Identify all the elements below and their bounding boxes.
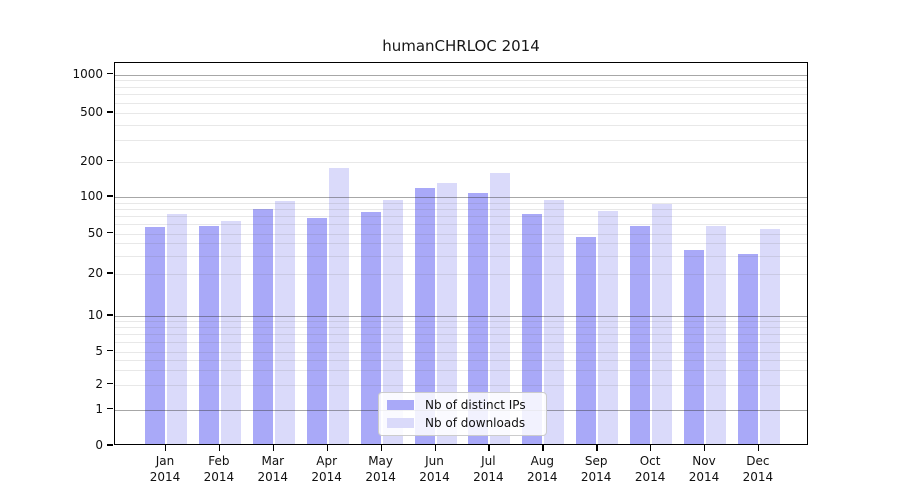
- y-tick: [107, 195, 113, 197]
- x-tick: [434, 445, 436, 451]
- x-tick: [542, 445, 544, 451]
- x-tick: [272, 445, 275, 451]
- y-tick-label-50: 50: [87, 225, 103, 240]
- y-tick-label-20: 20: [87, 266, 103, 280]
- x-tick-label-dec: Dec 2014: [742, 454, 774, 484]
- plot-area: [114, 62, 808, 445]
- x-tick: [380, 445, 382, 451]
- bar-downloads-sep: [598, 210, 619, 444]
- y-tick-label-5: 5: [95, 343, 103, 358]
- gridline-minor: [115, 86, 807, 88]
- y-tick: [107, 349, 113, 352]
- x-tick-label-feb: Feb 2014: [203, 454, 235, 484]
- bar-distinct-ips-oct: [630, 225, 651, 444]
- bar-distinct-ips-apr: [306, 217, 327, 444]
- bar-distinct-ips-nov: [684, 249, 704, 444]
- x-tick: [650, 445, 652, 451]
- bar-downloads-dec: [759, 229, 780, 444]
- bar-distinct-ips-sep: [576, 237, 597, 444]
- chart-title: humanCHRLOC 2014: [382, 37, 540, 55]
- bar-distinct-ips-feb: [198, 225, 219, 444]
- bar-downloads-oct: [652, 203, 673, 444]
- x-tick: [488, 445, 490, 451]
- bar-downloads-apr: [328, 167, 349, 444]
- y-tick-label-0: 0: [95, 438, 103, 452]
- x-tick: [218, 445, 221, 451]
- bar-distinct-ips-dec: [737, 254, 758, 444]
- x-tick: [704, 445, 706, 451]
- x-tick-label-may: May 2014: [365, 454, 396, 484]
- bar-downloads-mar: [274, 200, 295, 444]
- gridline-minor: [115, 102, 807, 104]
- y-tick: [107, 72, 113, 75]
- bar-downloads-feb: [220, 221, 241, 444]
- x-tick-label-mar: Mar 2014: [257, 454, 289, 484]
- legend-swatch-downloads: [387, 417, 414, 428]
- bar-distinct-ips-mar: [252, 209, 273, 444]
- y-tick: [107, 272, 113, 274]
- x-tick-label-oct: Oct 2014: [634, 454, 666, 484]
- x-tick-label-jun: Jun 2014: [419, 454, 450, 484]
- bar-distinct-ips-jan: [145, 227, 165, 444]
- x-tick-label-aug: Aug 2014: [527, 454, 558, 484]
- x-tick: [326, 445, 329, 451]
- gridline-major: [115, 197, 807, 198]
- gridline-minor: [115, 161, 807, 163]
- legend-item-distinct-ips: Nb of distinct IPs: [387, 398, 540, 412]
- legend-label-distinct-ips: Nb of distinct IPs: [425, 398, 526, 413]
- gridline-major: [115, 74, 807, 76]
- bar-distinct-ips-jul: [468, 192, 489, 444]
- gridline-minor: [115, 215, 807, 217]
- x-tick: [757, 445, 760, 451]
- x-tick-label-jul: Jul 2014: [473, 454, 504, 484]
- gridline-minor: [115, 140, 807, 142]
- y-tick: [107, 314, 113, 316]
- legend: Nb of distinct IPs Nb of downloads: [378, 392, 547, 436]
- y-tick: [107, 159, 113, 162]
- bar-downloads-aug: [544, 199, 565, 444]
- gridline-minor: [115, 80, 807, 82]
- y-tick-label-1000: 1000: [72, 66, 103, 81]
- bar-downloads-jun: [436, 183, 457, 444]
- gridline-minor: [115, 208, 807, 210]
- legend-item-downloads: Nb of downloads: [387, 416, 540, 430]
- y-tick: [107, 111, 113, 113]
- y-tick-label-100: 100: [80, 189, 103, 203]
- x-tick-label-jan: Jan 2014: [149, 454, 181, 484]
- bar-downloads-jan: [167, 213, 187, 444]
- x-tick: [165, 445, 167, 451]
- y-tick-label-2: 2: [95, 376, 103, 391]
- y-tick: [107, 444, 113, 446]
- bar-downloads-may: [382, 199, 403, 444]
- bar-downloads-nov: [706, 225, 726, 444]
- bar-downloads-jul: [490, 173, 511, 444]
- y-tick: [107, 231, 113, 234]
- y-tick-label-200: 200: [80, 153, 103, 168]
- y-tick: [107, 407, 113, 410]
- bar-distinct-ips-may: [360, 211, 381, 444]
- bar-distinct-ips-jun: [414, 188, 435, 444]
- y-tick: [107, 382, 113, 385]
- gridline-minor: [115, 113, 807, 114]
- bar-distinct-ips-aug: [522, 213, 543, 444]
- x-tick-label-apr: Apr 2014: [311, 454, 342, 484]
- y-tick-label-500: 500: [80, 105, 103, 119]
- x-tick-label-sep: Sep 2014: [580, 454, 612, 484]
- legend-swatch-distinct-ips: [387, 400, 414, 411]
- x-tick-label-nov: Nov 2014: [688, 454, 720, 484]
- y-tick-label-1: 1: [95, 401, 103, 416]
- legend-label-downloads: Nb of downloads: [425, 415, 526, 430]
- gridline-minor: [115, 124, 807, 126]
- gridline-minor: [115, 202, 807, 204]
- gridline-minor: [115, 94, 807, 96]
- y-tick-label-10: 10: [87, 308, 103, 322]
- x-tick: [596, 445, 598, 451]
